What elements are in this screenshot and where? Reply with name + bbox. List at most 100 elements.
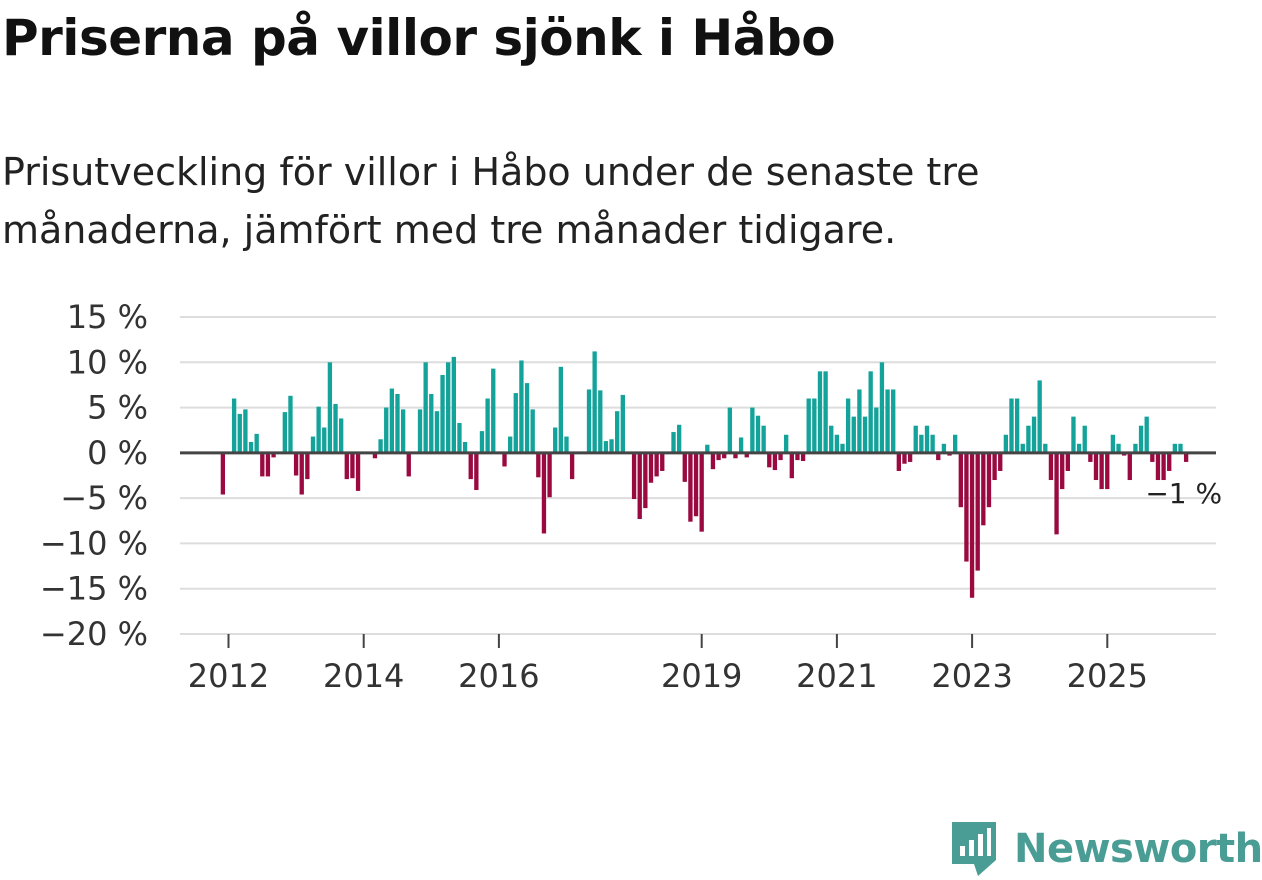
bar: [558, 366, 564, 453]
y-tick-label: −20 %: [40, 615, 148, 653]
bar: [547, 452, 552, 498]
bar: [615, 411, 620, 453]
y-tick-label: 15 %: [67, 298, 148, 336]
bar: [384, 407, 389, 453]
bar: [693, 452, 699, 517]
bar: [406, 452, 411, 477]
bar: [1138, 425, 1144, 453]
bar: [992, 452, 997, 481]
bar: [417, 409, 423, 453]
bar: [969, 452, 975, 598]
chart-subtitle: Prisutveckling för villor i Håbo under d…: [2, 150, 980, 252]
bar: [513, 393, 518, 453]
brand-name: Newsworthy: [1014, 826, 1262, 872]
bar: [902, 452, 907, 464]
bar: [305, 452, 310, 480]
bar: [1076, 443, 1082, 453]
bar: [738, 437, 744, 453]
bar: [885, 389, 890, 453]
bar: [271, 452, 276, 458]
x-tick-label: 2016: [458, 657, 539, 695]
bar: [344, 452, 349, 480]
bar: [924, 425, 930, 453]
bar: [220, 452, 226, 495]
bar: [919, 434, 924, 453]
bar: [1071, 416, 1076, 453]
bar: [722, 452, 727, 459]
bar: [637, 452, 642, 519]
bar: [654, 452, 659, 477]
bar: [592, 351, 597, 453]
bar: [868, 371, 873, 453]
bar: [260, 452, 265, 477]
bar: [710, 452, 716, 470]
x-tick-label: 2012: [188, 657, 269, 695]
bar: [609, 439, 614, 453]
bar: [767, 452, 772, 468]
bar: [440, 374, 445, 453]
bar: [789, 452, 794, 479]
bar: [648, 452, 654, 483]
bar: [423, 362, 428, 453]
bar: [851, 416, 856, 453]
bar: [676, 424, 682, 453]
y-tick-label: −5 %: [60, 479, 148, 517]
bar: [896, 452, 901, 471]
bar: [446, 362, 451, 453]
bar: [1048, 452, 1054, 481]
bar: [586, 389, 592, 453]
bar: [338, 418, 344, 453]
bar: [530, 409, 535, 453]
bar: [936, 452, 941, 461]
bar: [671, 432, 676, 453]
bar: [1172, 443, 1178, 453]
bar: [744, 452, 749, 458]
newsworthy-logo-icon: [952, 822, 996, 876]
bar: [772, 452, 778, 471]
bar: [862, 416, 868, 453]
bar: [553, 427, 558, 453]
bar: [806, 398, 811, 453]
bar: [761, 425, 766, 453]
bar: [479, 431, 485, 453]
bar: [282, 412, 287, 453]
bars: [220, 351, 1189, 598]
bar: [1099, 452, 1104, 490]
bar: [840, 443, 845, 453]
x-tick-label: 2019: [661, 657, 742, 695]
bar: [491, 368, 496, 453]
last-value-label: −1 %: [1145, 477, 1222, 510]
bar: [795, 452, 800, 461]
bar: [620, 394, 625, 453]
y-tick-label: −10 %: [40, 524, 148, 562]
bar: [660, 452, 665, 471]
bar: [1161, 452, 1166, 481]
bar: [1037, 380, 1042, 453]
bar: [1110, 434, 1116, 453]
bar: [958, 452, 963, 508]
bar: [1031, 416, 1037, 453]
bar: [564, 436, 569, 453]
bar-chart: 15 %10 %5 %0 %−5 %−10 %−15 %−20 % 2012 20…: [40, 298, 1222, 695]
bar: [310, 436, 316, 453]
bar: [355, 452, 361, 491]
bar: [451, 356, 456, 453]
bar: [1127, 452, 1132, 481]
bar: [293, 452, 299, 476]
bar: [727, 407, 733, 453]
bar: [1167, 452, 1172, 471]
bar: [502, 452, 507, 467]
bar: [755, 415, 761, 453]
bar: [598, 390, 603, 453]
x-tick-label: 2025: [1067, 657, 1148, 695]
y-axis-labels: 15 % 10 % 5 % 0 % −5 % −10 % −15 % −20 %: [40, 298, 148, 653]
bar: [778, 452, 783, 461]
bar: [643, 452, 648, 509]
bar: [1093, 452, 1099, 481]
bar: [462, 441, 468, 453]
bar: [322, 427, 327, 453]
bar: [1009, 398, 1014, 453]
bar: [468, 452, 473, 480]
bar: [474, 452, 479, 490]
y-tick-label: −15 %: [40, 570, 148, 608]
